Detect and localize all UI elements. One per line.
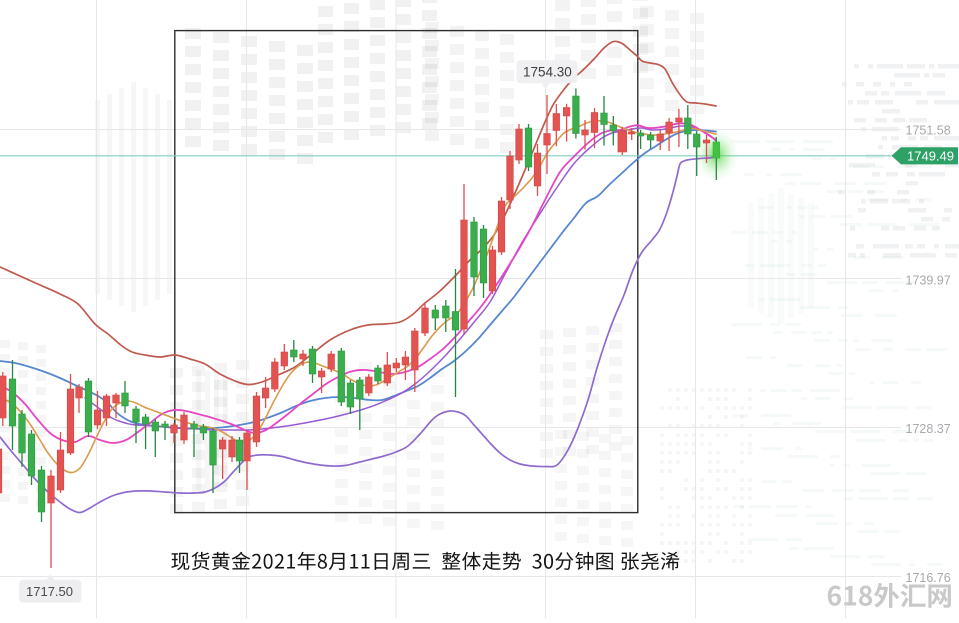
svg-text:1716.76: 1716.76 <box>906 571 951 585</box>
svg-text:1754.30: 1754.30 <box>523 65 572 80</box>
svg-text:1749.49: 1749.49 <box>907 149 954 164</box>
svg-text:1751.58: 1751.58 <box>906 124 951 138</box>
svg-text:1717.50: 1717.50 <box>26 584 73 599</box>
svg-text:1728.37: 1728.37 <box>906 422 951 436</box>
svg-text:1739.97: 1739.97 <box>906 273 951 287</box>
